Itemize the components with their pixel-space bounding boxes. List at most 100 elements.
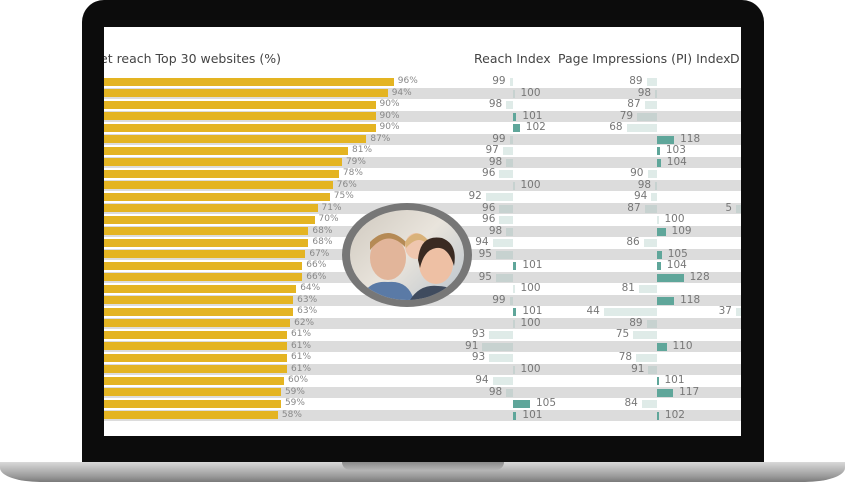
pi-index-bar <box>603 308 657 316</box>
reach-bar <box>104 284 297 293</box>
reach-index-label: 101 <box>522 305 543 317</box>
reach-index-bar <box>496 273 513 282</box>
pi-index-label: 94 <box>633 190 648 202</box>
reach-index-bar <box>513 285 515 293</box>
reach-index-label: 94 <box>475 374 489 386</box>
pi-index-label: 91 <box>631 362 645 375</box>
pi-index-label: 86 <box>626 236 640 248</box>
reach-index-label: 95 <box>478 247 492 260</box>
pi-index-bar <box>657 250 662 259</box>
reach-bar <box>104 319 291 328</box>
reach-index-bar <box>513 400 530 408</box>
reach-index-bar <box>513 112 517 121</box>
reach-index-bar <box>509 135 513 144</box>
table-row: 76% 100 98 <box>104 178 741 191</box>
reach-label: 94% <box>391 87 412 98</box>
reach-label: 79% <box>345 156 366 167</box>
pi-index-bar <box>657 147 660 155</box>
reach-bar <box>104 342 288 351</box>
reach-index-bar <box>489 354 513 362</box>
laptop-notch <box>342 462 504 470</box>
reach-label: 96% <box>397 76 418 86</box>
reach-bar <box>104 296 294 305</box>
pi-index-label: 87 <box>627 201 641 214</box>
d-index-header: D <box>730 51 740 66</box>
table-row: 61% 93 75 <box>104 329 741 341</box>
laptop-base <box>0 462 845 482</box>
reach-index-label: 101 <box>522 109 543 122</box>
reach-bar <box>104 169 339 178</box>
pi-index-label: 98 <box>637 178 652 191</box>
reach-label: 68% <box>312 237 333 247</box>
reach-index-bar <box>513 365 515 374</box>
d-index-label: 5 <box>725 201 732 214</box>
reach-label: 67% <box>309 248 330 259</box>
pi-index-bar <box>655 89 657 98</box>
reach-bar <box>104 112 376 121</box>
pi-index-label: 104 <box>666 259 687 271</box>
pi-index-label: 109 <box>671 224 692 237</box>
reach-bar <box>104 250 306 259</box>
reach-index-bar <box>509 78 513 86</box>
reach-bar <box>104 261 303 270</box>
reach-bar <box>104 204 318 213</box>
reach-index-bar <box>489 331 513 339</box>
reach-bar <box>104 388 281 397</box>
pi-index-label: 89 <box>629 316 643 329</box>
table-row: 81% 97 103 <box>104 145 741 157</box>
pi-index-bar <box>646 78 657 86</box>
reach-label: 61% <box>291 352 312 362</box>
reach-label: 87% <box>370 133 391 144</box>
reach-index-bar <box>496 250 513 259</box>
reach-index-label: 99 <box>492 132 506 145</box>
reach-label: 63% <box>297 306 318 316</box>
d-index-bar <box>736 204 741 213</box>
reach-index-bar <box>506 388 513 397</box>
pi-index-bar <box>651 193 657 201</box>
reach-index-label: 97 <box>485 144 499 156</box>
pi-index-label: 78 <box>618 351 633 363</box>
reach-label: 66% <box>306 260 327 270</box>
reach-label: 58% <box>281 409 302 420</box>
pi-index-label: 104 <box>666 155 687 168</box>
reach-label: 76% <box>336 179 357 190</box>
pi-index-bar <box>657 377 659 385</box>
reach-label: 90% <box>379 110 400 121</box>
reach-index-bar <box>499 216 513 224</box>
pi-index-bar <box>648 365 657 374</box>
table-row: 96% 99 89 <box>104 76 741 88</box>
pi-index-bar <box>657 227 666 236</box>
pi-index-label: 117 <box>679 385 700 398</box>
reach-bar <box>104 146 349 155</box>
reach-label: 70% <box>318 214 339 224</box>
pi-index-label: 118 <box>680 132 701 145</box>
laptop-screen: et reach Top 30 websites (%) Reach Index… <box>104 27 741 436</box>
reach-bar <box>104 399 281 408</box>
table-row: 79% 98 104 <box>104 155 741 168</box>
chart-title: et reach Top 30 websites (%) <box>104 51 282 66</box>
reach-index-label: 100 <box>520 362 541 375</box>
reach-label: 61% <box>291 329 312 339</box>
reach-index-bar <box>506 227 513 236</box>
reach-index-bar <box>513 262 517 270</box>
reach-label: 59% <box>284 386 305 397</box>
reach-bar <box>104 365 288 374</box>
reach-label: 63% <box>297 294 318 305</box>
pi-index-header: Page Impressions (PI) Index <box>558 51 731 66</box>
table-row: 59% 105 84 <box>104 398 741 410</box>
pi-index-bar <box>657 273 684 282</box>
reach-bar <box>104 353 288 362</box>
reach-index-bar <box>509 296 513 305</box>
pi-index-bar <box>655 181 657 190</box>
table-row: 78% 96 90 <box>104 168 741 180</box>
pi-index-label: 84 <box>624 397 638 409</box>
reach-index-bar <box>485 193 513 201</box>
d-index-label: 37 <box>718 305 732 317</box>
reach-label: 61% <box>291 340 312 351</box>
reach-index-bar <box>513 319 515 328</box>
reach-index-header: Reach Index <box>474 51 551 66</box>
reach-bar <box>104 77 394 86</box>
reach-index-label: 98 <box>488 155 503 168</box>
pi-index-label: 105 <box>667 247 688 260</box>
pi-index-bar <box>644 101 657 109</box>
